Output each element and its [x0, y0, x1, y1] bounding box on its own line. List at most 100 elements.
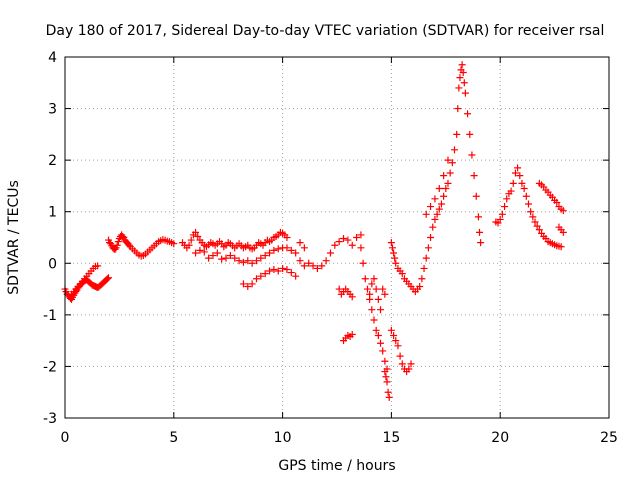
data-point — [442, 185, 450, 193]
data-point — [370, 275, 378, 283]
data-point — [119, 232, 127, 240]
data-point — [444, 156, 452, 164]
data-point — [398, 270, 406, 278]
data-point — [335, 285, 343, 293]
data-point — [239, 258, 247, 266]
data-point — [248, 280, 256, 288]
data-point — [448, 159, 456, 167]
data-point — [464, 110, 472, 118]
data-point — [460, 79, 468, 87]
data-point — [313, 264, 321, 272]
data-point — [305, 259, 313, 267]
data-point — [527, 208, 535, 216]
data-point — [422, 254, 430, 262]
data-point — [387, 239, 395, 247]
data-point — [474, 213, 482, 221]
data-point — [261, 252, 269, 260]
data-point — [381, 357, 389, 365]
data-point — [213, 249, 221, 257]
data-point — [274, 267, 282, 275]
data-point — [524, 200, 532, 208]
data-point — [270, 246, 278, 254]
data-point — [476, 228, 484, 236]
data-point — [520, 185, 528, 193]
data-point — [231, 254, 239, 262]
data-point — [533, 222, 541, 230]
data-point — [440, 172, 448, 180]
data-point — [396, 352, 404, 360]
data-point — [309, 262, 317, 270]
x-tick-label: 25 — [600, 430, 618, 446]
x-tick-label: 15 — [382, 430, 400, 446]
y-tick-label: 3 — [48, 102, 57, 118]
data-point — [416, 282, 424, 290]
data-point — [366, 290, 374, 298]
data-point — [185, 241, 193, 249]
data-point — [252, 275, 260, 283]
data-point — [407, 360, 415, 368]
data-point — [440, 192, 448, 200]
data-point — [422, 210, 430, 218]
data-point — [382, 373, 390, 381]
data-point — [444, 179, 452, 187]
data-point — [461, 89, 469, 97]
data-point — [348, 241, 356, 249]
x-tick-label: 0 — [61, 430, 70, 446]
y-tick-label: -2 — [43, 359, 57, 375]
data-point — [192, 228, 200, 236]
data-point — [368, 280, 376, 288]
data-point — [427, 203, 435, 211]
data-point — [372, 285, 380, 293]
data-point — [361, 275, 369, 283]
data-point — [283, 244, 291, 252]
data-point — [113, 241, 121, 249]
x-tick-label: 5 — [169, 430, 178, 446]
data-point — [433, 210, 441, 218]
data-point — [296, 257, 304, 265]
data-point — [381, 368, 389, 376]
data-point — [239, 280, 247, 288]
data-point — [468, 151, 476, 159]
grid — [65, 57, 609, 418]
data-point — [363, 285, 371, 293]
data-point — [392, 337, 400, 345]
data-point — [287, 246, 295, 254]
y-axis-label: SDTVAR / TECUs — [6, 180, 22, 295]
data-point — [472, 192, 480, 200]
data-point — [435, 185, 443, 193]
data-point — [300, 244, 308, 252]
data-point — [458, 61, 466, 69]
data-point — [394, 342, 402, 350]
x-axis-label: GPS time / hours — [278, 458, 395, 474]
data-point — [335, 238, 343, 246]
data-point — [392, 259, 400, 267]
data-point — [383, 378, 391, 386]
data-point — [496, 215, 504, 223]
data-marks — [61, 61, 567, 401]
data-point — [370, 316, 378, 324]
data-point — [427, 234, 435, 241]
data-point — [270, 265, 278, 273]
data-point — [429, 223, 437, 231]
y-tick-label: 1 — [48, 205, 57, 221]
data-point — [557, 243, 565, 251]
data-point — [509, 179, 517, 187]
data-point — [424, 244, 432, 252]
data-point — [318, 262, 326, 270]
data-point — [340, 235, 348, 243]
data-point — [514, 164, 522, 172]
data-point — [507, 187, 515, 195]
data-point — [296, 239, 304, 247]
data-point — [377, 339, 385, 347]
data-point — [283, 265, 291, 273]
data-point — [381, 290, 389, 298]
data-point — [125, 241, 133, 249]
data-point — [348, 330, 356, 338]
data-point — [170, 240, 178, 248]
y-tick-label: 2 — [48, 153, 57, 169]
data-point — [322, 257, 330, 265]
data-point — [266, 249, 274, 257]
data-point — [553, 198, 561, 206]
data-point — [431, 195, 439, 203]
data-point — [516, 172, 524, 180]
